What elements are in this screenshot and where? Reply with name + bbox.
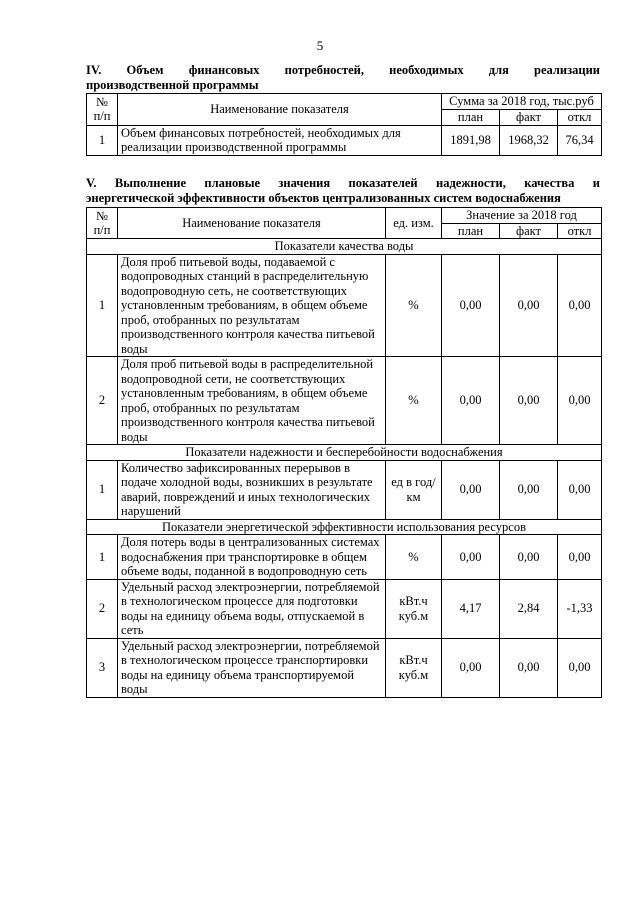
cell-fact: 1968,32 <box>499 124 558 156</box>
cell-dev: 0,00 <box>556 637 603 698</box>
section-4-title: IV. Объем финансовых потребностей, необх… <box>86 63 600 92</box>
table-row: 1 Объем финансовых потребностей, необходи… <box>86 124 602 156</box>
table-row: 3 Удельный расход электроэнергии, потребл… <box>86 637 603 698</box>
cell-unit: ед в год/ км <box>385 459 442 520</box>
cell-unit: кВт.ч куб.м <box>385 578 442 639</box>
header-plan: план <box>441 222 500 239</box>
header-value: Значение за 2018 год <box>440 207 603 224</box>
table-row: 1 Доля потерь воды в централизованных сис… <box>86 534 603 580</box>
cell-dev: 0,00 <box>556 459 603 520</box>
header-plan: план <box>441 109 500 126</box>
cell-fact: 0,00 <box>499 459 558 520</box>
cell-num: 3 <box>86 637 118 698</box>
table-row: 1 Доля проб питьевой воды, подаваемой с в… <box>86 253 603 357</box>
cell-num: 2 <box>86 578 118 639</box>
indicators-table: № п/п Наименование показателя ед. изм. Знач… <box>85 207 603 698</box>
header-fact: факт <box>499 222 558 239</box>
cell-fact: 0,00 <box>499 534 558 580</box>
cell-plan: 4,17 <box>441 578 500 639</box>
cell-name: Удельный расход электроэнергии, потребля… <box>117 578 386 639</box>
page-number: 5 <box>316 38 324 53</box>
cell-fact: 0,00 <box>499 253 558 357</box>
cell-plan: 0,00 <box>441 534 500 580</box>
cell-fact: 0,00 <box>499 356 558 445</box>
header-dev: откл <box>556 222 603 239</box>
table-row: 2 Удельный расход электроэнергии, потребл… <box>86 578 603 639</box>
table-row: 2 Доля проб питьевой воды в распределител… <box>86 356 603 445</box>
group-title: Показатели энергетической эффективности … <box>85 518 603 535</box>
cell-name: Объем финансовых потребностей, необходим… <box>117 124 442 156</box>
cell-name: Доля проб питьевой воды, подаваемой с во… <box>117 253 386 357</box>
group-title: Показатели качества воды <box>85 238 603 255</box>
cell-plan: 0,00 <box>441 637 500 698</box>
table-row: 1 Количество зафиксированных перерывов в … <box>86 459 603 520</box>
financial-needs-table: № п/п Наименование показателя Сумма за 201… <box>86 93 602 156</box>
cell-name: Удельный расход электроэнергии, потребля… <box>117 637 386 698</box>
cell-num: 1 <box>86 253 118 357</box>
cell-num: 1 <box>86 534 118 580</box>
cell-dev: 76,34 <box>557 124 602 156</box>
cell-dev: 0,00 <box>556 534 603 580</box>
cell-unit: % <box>385 356 442 445</box>
cell-plan: 0,00 <box>441 356 500 445</box>
cell-num: 2 <box>86 356 118 445</box>
cell-unit: % <box>385 253 442 357</box>
cell-name: Количество зафиксированных перерывов в п… <box>117 459 386 520</box>
group-header-row: Показатели энергетической эффективности … <box>85 518 603 535</box>
cell-plan: 1891,98 <box>441 124 500 156</box>
cell-unit: % <box>385 534 442 580</box>
cell-num: 1 <box>86 459 118 520</box>
cell-dev: 0,00 <box>556 356 603 445</box>
header-name: Наименование показателя <box>117 93 442 126</box>
header-dev: откл <box>557 109 602 126</box>
header-fact: факт <box>499 109 558 126</box>
cell-name: Доля потерь воды в централизованных сист… <box>117 534 386 580</box>
group-title: Показатели надежности и бесперебойности … <box>85 444 603 461</box>
cell-fact: 0,00 <box>499 637 558 698</box>
cell-dev: 0,00 <box>556 253 603 357</box>
group-header-row: Показатели надежности и бесперебойности … <box>85 444 603 461</box>
section-5-title: V. Выполнение плановые значения показате… <box>86 176 600 205</box>
header-unit: ед. изм. <box>385 207 442 239</box>
cell-plan: 0,00 <box>441 459 500 520</box>
header-num: № п/п <box>86 207 118 239</box>
cell-unit: кВт.ч куб.м <box>385 637 442 698</box>
cell-plan: 0,00 <box>441 253 500 357</box>
group-header-row: Показатели качества воды <box>85 238 603 255</box>
cell-name: Доля проб питьевой воды в распределитель… <box>117 356 386 445</box>
header-sum: Сумма за 2018 год, тыс.руб <box>441 93 602 110</box>
cell-dev: -1,33 <box>556 578 603 639</box>
cell-num: 1 <box>86 124 118 156</box>
header-name: Наименование показателя <box>117 207 386 239</box>
cell-fact: 2,84 <box>499 578 558 639</box>
header-num: № п/п <box>86 93 118 126</box>
